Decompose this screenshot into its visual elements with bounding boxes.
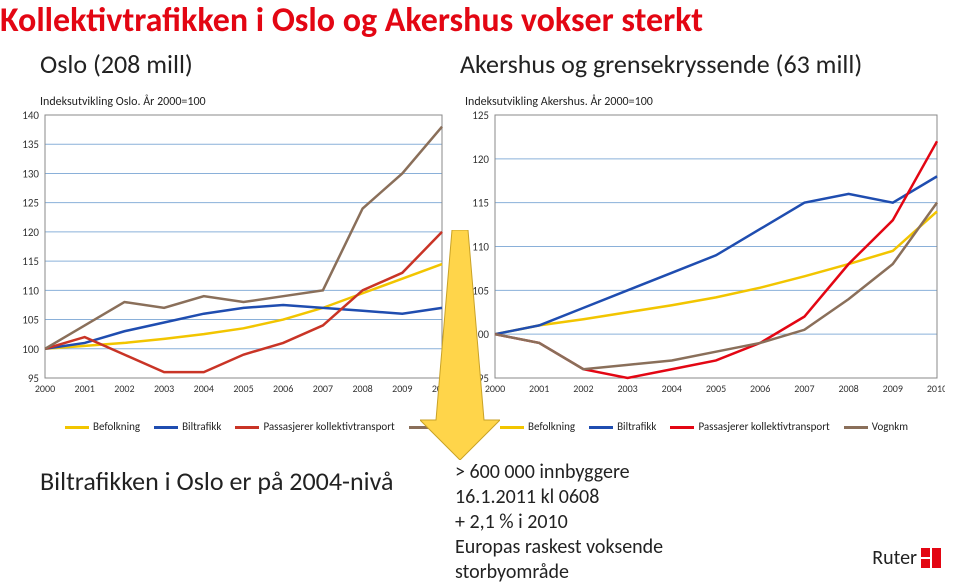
page-title: Kollektivtrafikken i Oslo og Akershus vo… <box>0 0 703 41</box>
svg-text:120: 120 <box>22 226 39 239</box>
brand-text: Ruter <box>872 546 917 570</box>
legend-item: Biltrafikk <box>154 420 221 433</box>
svg-text:2000: 2000 <box>35 382 55 395</box>
chart-right: 9510010511011512012520002001200220032004… <box>460 110 945 400</box>
svg-text:2009: 2009 <box>883 382 903 395</box>
svg-text:2005: 2005 <box>706 382 726 395</box>
brand-logo: Ruter <box>872 546 941 570</box>
svg-text:2004: 2004 <box>194 382 214 395</box>
bullet-line: Europas raskest voksende <box>455 535 663 560</box>
legend-item: Biltrafikk <box>589 420 656 433</box>
legend-item: Passasjerer kollektivtransport <box>670 420 829 433</box>
bullet-line: 16.1.2011 kl 0608 <box>455 485 663 510</box>
svg-text:2007: 2007 <box>794 382 814 395</box>
svg-text:105: 105 <box>22 314 39 327</box>
subtitle-right: Akershus og grensekryssende (63 mill) <box>460 48 862 80</box>
svg-text:100: 100 <box>22 343 39 356</box>
callout-arrow <box>420 230 500 460</box>
bullet-line: storbyområde <box>455 560 663 585</box>
svg-text:2009: 2009 <box>392 382 412 395</box>
svg-text:2001: 2001 <box>75 382 95 395</box>
svg-text:110: 110 <box>22 284 39 297</box>
svg-text:135: 135 <box>22 138 39 151</box>
svg-text:2008: 2008 <box>352 382 372 395</box>
legend-right: Befolkning Biltrafikk Passasjerer kollekti… <box>500 420 908 433</box>
legend-item: Vognkm <box>844 420 908 433</box>
svg-text:2003: 2003 <box>154 382 174 395</box>
svg-text:125: 125 <box>472 110 489 122</box>
subtitle-left: Oslo (208 mill) <box>40 48 193 80</box>
bullet-line: + 2,1 % i 2010 <box>455 510 663 535</box>
svg-text:115: 115 <box>472 197 489 210</box>
svg-text:140: 140 <box>22 110 39 122</box>
svg-text:2006: 2006 <box>273 382 293 395</box>
chart-right-label: Indeksutvikling Akershus. År 2000=100 <box>465 95 653 109</box>
svg-text:120: 120 <box>472 153 489 166</box>
svg-text:2008: 2008 <box>838 382 858 395</box>
legend-item: Passasjerer kollektivtransport <box>235 420 394 433</box>
svg-text:125: 125 <box>22 197 39 210</box>
chart-left-label: Indeksutvikling Oslo. År 2000=100 <box>40 95 206 109</box>
footer-bullets: > 600 000 innbyggere16.1.2011 kl 0608+ 2… <box>455 460 663 585</box>
svg-text:2007: 2007 <box>313 382 333 395</box>
svg-text:2001: 2001 <box>529 382 549 395</box>
svg-text:2004: 2004 <box>662 382 682 395</box>
svg-text:2002: 2002 <box>573 382 593 395</box>
svg-text:115: 115 <box>22 255 39 268</box>
svg-text:2005: 2005 <box>233 382 253 395</box>
bullet-line: > 600 000 innbyggere <box>455 460 663 485</box>
legend-item: Befolkning <box>65 420 140 433</box>
svg-text:2003: 2003 <box>617 382 637 395</box>
svg-text:130: 130 <box>22 167 39 180</box>
svg-text:2010: 2010 <box>927 382 945 395</box>
svg-text:2006: 2006 <box>750 382 770 395</box>
svg-text:2002: 2002 <box>114 382 134 395</box>
footer-big: Biltrafikken i Oslo er på 2004-nivå <box>40 465 393 497</box>
chart-left: 9510010511011512012513013514020002001200… <box>10 110 450 400</box>
legend-item: Befolkning <box>500 420 575 433</box>
legend-left: Befolkning Biltrafikk Passasjerer kollekti… <box>65 420 473 433</box>
ruter-icon <box>921 548 941 568</box>
